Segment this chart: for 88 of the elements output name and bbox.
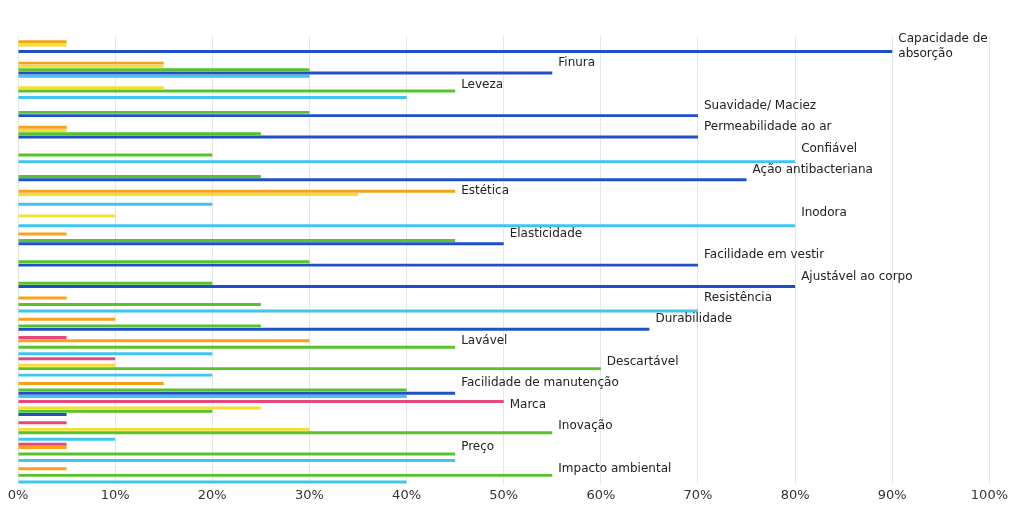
y-tick-label: Leveza xyxy=(461,76,504,91)
bar xyxy=(18,110,310,114)
bar xyxy=(18,345,456,349)
x-tick-label: 20% xyxy=(197,486,227,502)
bar xyxy=(18,335,67,339)
x-tick-label: 40% xyxy=(392,486,422,502)
bar xyxy=(18,284,796,288)
bar xyxy=(18,86,164,90)
x-tick-label: 90% xyxy=(877,486,907,502)
bar xyxy=(18,467,67,471)
y-tick-label: Capacidade de absorção xyxy=(898,30,988,60)
bar xyxy=(18,125,67,129)
y-tick-label: Confiável xyxy=(801,140,858,155)
bar xyxy=(18,400,504,403)
bar xyxy=(18,178,747,182)
y-tick-label: Facilidade em vestir xyxy=(703,247,825,262)
bar xyxy=(18,395,407,398)
bar xyxy=(18,431,553,435)
bar xyxy=(18,427,310,431)
bar xyxy=(18,214,116,218)
x-tick-label: 50% xyxy=(489,486,519,502)
bar xyxy=(18,68,310,72)
bar xyxy=(18,239,456,242)
bar xyxy=(18,153,213,157)
y-tick-label: Durabilidade xyxy=(655,311,733,326)
bar xyxy=(18,327,650,331)
bar xyxy=(18,367,601,371)
bar xyxy=(18,413,67,417)
y-tick-label: Permeabilidade ao ar xyxy=(703,119,832,134)
x-tick-label: 60% xyxy=(586,486,616,502)
bar xyxy=(18,309,698,313)
bar xyxy=(18,224,796,228)
bar xyxy=(18,406,261,410)
bar xyxy=(18,409,213,413)
bar xyxy=(18,96,407,100)
bar xyxy=(18,50,893,54)
bar xyxy=(18,357,116,361)
x-tick-label: 10% xyxy=(100,486,130,502)
bar xyxy=(18,363,116,367)
x-tick-label: 70% xyxy=(683,486,713,502)
y-tick-label: Finura xyxy=(558,55,596,70)
bar xyxy=(18,352,213,356)
bar xyxy=(18,317,116,321)
bar xyxy=(18,381,164,385)
y-tick-label: Lavável xyxy=(461,332,508,347)
y-tick-label: Inodora xyxy=(801,204,847,219)
y-tick-label: Impacto ambiental xyxy=(558,460,672,475)
y-tick-label: Suavidade/ Maciez xyxy=(703,97,817,112)
y-tick-label: Marca xyxy=(509,396,547,411)
bar xyxy=(18,232,67,236)
x-tick-label: 0% xyxy=(7,486,29,502)
bar xyxy=(18,373,213,377)
x-tick-label: 30% xyxy=(294,486,324,502)
bar xyxy=(18,260,310,264)
y-tick-label: Facilidade de manutenção xyxy=(461,375,619,390)
y-tick-label: Ajustável ao corpo xyxy=(801,268,913,283)
bar xyxy=(18,473,553,477)
bar xyxy=(18,339,310,343)
bar xyxy=(18,242,504,246)
bar xyxy=(18,459,456,463)
x-tick-label: 80% xyxy=(780,486,810,502)
y-tick-label: Descartável xyxy=(606,354,679,369)
bar xyxy=(18,160,796,164)
bar xyxy=(18,421,67,425)
bar xyxy=(18,442,67,446)
bar xyxy=(18,114,698,118)
bar xyxy=(18,388,407,392)
bar xyxy=(18,263,698,267)
bar xyxy=(18,71,553,75)
bar xyxy=(18,480,407,484)
bar xyxy=(18,202,213,206)
bar xyxy=(18,303,261,307)
y-tick-label: Ação antibacteriana xyxy=(752,161,873,176)
x-tick-label: 100% xyxy=(970,486,1008,502)
bar xyxy=(18,174,261,178)
bar xyxy=(18,189,456,193)
bar xyxy=(18,132,261,136)
y-tick-label: Estética xyxy=(461,183,510,198)
bar xyxy=(18,324,261,328)
bar xyxy=(18,281,213,285)
y-tick-label: Resistência xyxy=(703,290,772,305)
y-tick-label: Inovação xyxy=(558,418,613,433)
bar xyxy=(18,193,358,196)
bar xyxy=(18,391,456,395)
bar xyxy=(18,74,310,78)
y-tick-label: Preço xyxy=(461,439,495,454)
y-tick-label: Elasticidade xyxy=(509,225,583,240)
bar xyxy=(18,437,116,441)
